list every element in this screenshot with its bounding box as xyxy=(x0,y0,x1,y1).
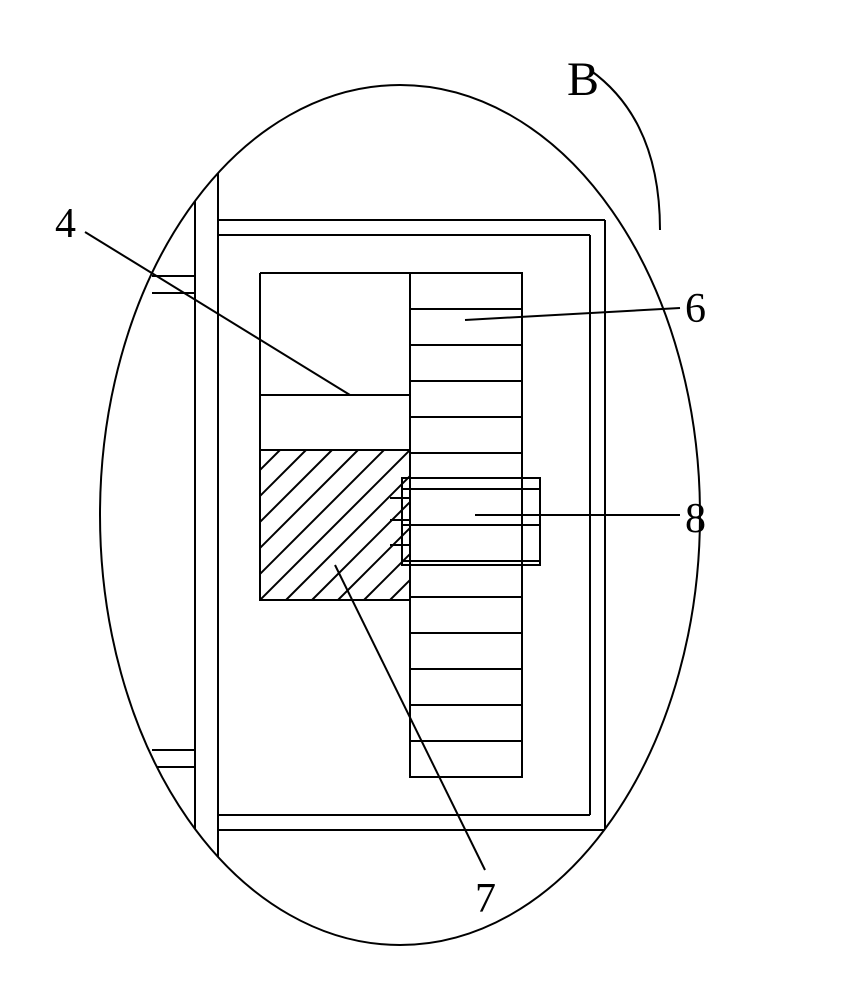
callout-label-B: B xyxy=(567,52,599,107)
technical-diagram xyxy=(0,0,863,1000)
callout-label-6: 6 xyxy=(685,285,706,333)
callout-label-4: 4 xyxy=(55,200,76,248)
callout-label-8: 8 xyxy=(685,495,706,543)
callout-label-7: 7 xyxy=(475,875,496,923)
